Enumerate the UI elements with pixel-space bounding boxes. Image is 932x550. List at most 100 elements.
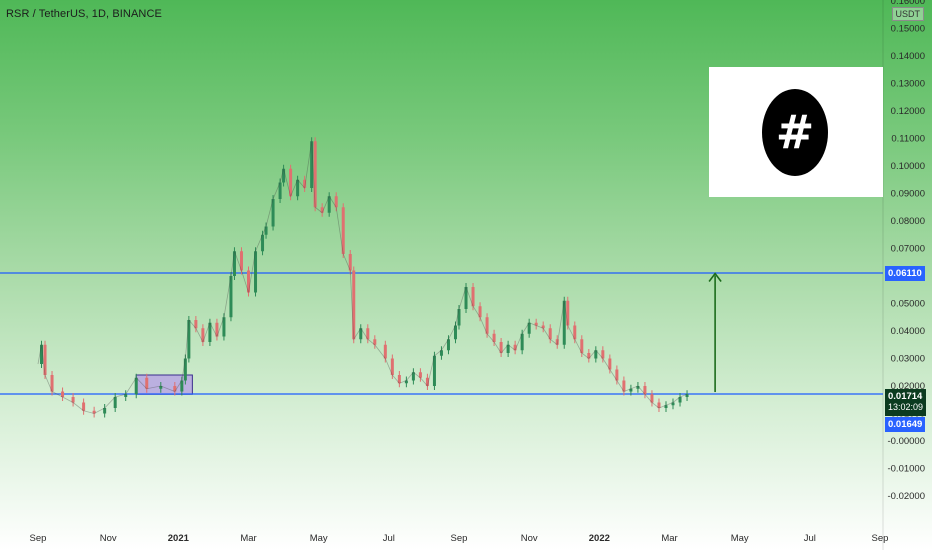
candle-body: [373, 339, 377, 345]
logo-card: #: [709, 67, 883, 197]
y-tick-label: 0.11000: [891, 134, 925, 145]
y-tick-label: 0.13000: [891, 79, 925, 90]
x-tick-label: Mar: [240, 533, 256, 544]
candle-body: [397, 375, 401, 384]
x-tick-label: 2021: [168, 533, 190, 544]
y-tick-label: -0.01000: [887, 464, 925, 475]
candle-body: [383, 344, 387, 359]
candle-body: [608, 358, 612, 370]
candle-body: [320, 207, 324, 213]
candle-body: [222, 317, 226, 337]
candle-body: [464, 287, 468, 309]
candle-body: [145, 377, 149, 389]
candle-body: [208, 322, 212, 342]
candle-body: [232, 251, 236, 276]
candle-body: [296, 179, 300, 197]
candle-body: [334, 196, 338, 208]
y-tick-label: 0.02000: [891, 381, 925, 392]
x-tick-label: Sep: [30, 533, 47, 544]
candle-body: [352, 270, 356, 340]
candle-body: [506, 344, 510, 353]
candle-body: [271, 199, 275, 227]
y-tick-label: 0.04000: [891, 326, 925, 337]
candle-body: [657, 402, 661, 408]
candle-body: [327, 196, 331, 213]
candle-body: [580, 339, 584, 353]
current-price-value: 0.01714: [888, 391, 923, 402]
candle-body: [534, 322, 538, 326]
candle-body: [134, 377, 138, 395]
x-tick-label: Jul: [804, 533, 816, 544]
candle-body: [113, 397, 117, 408]
candle-body: [513, 344, 517, 351]
candle-body: [82, 402, 86, 411]
candle-body: [180, 380, 184, 392]
candle-body: [103, 408, 107, 414]
candle-body: [71, 397, 75, 403]
candle-body: [239, 251, 243, 271]
y-tick-label: 0.12000: [891, 106, 925, 117]
candle-body: [678, 397, 682, 403]
candle-body: [471, 287, 475, 307]
y-tick-label: 0.14000: [891, 51, 925, 62]
candle-body: [432, 355, 436, 386]
candle-body: [282, 168, 286, 183]
candle-body: [520, 333, 524, 351]
candle-body: [310, 141, 314, 188]
candle-body: [411, 372, 415, 381]
candle-body: [622, 380, 626, 392]
candle-body: [264, 226, 268, 235]
candle-body: [650, 394, 654, 403]
candle-body: [541, 325, 545, 329]
candle-body: [555, 339, 559, 345]
support-price-tag: 0.01649: [885, 417, 926, 432]
currency-label[interactable]: USDT: [891, 7, 924, 21]
candle-body: [594, 350, 598, 359]
candle-body: [40, 344, 44, 364]
candle-body: [92, 410, 96, 414]
x-tick-label: May: [310, 533, 328, 544]
candle-body: [194, 320, 198, 329]
candle-body: [636, 386, 640, 389]
x-tick-label: Jul: [383, 533, 395, 544]
current-price-tag: 0.01714 13:02:09: [885, 389, 927, 416]
target-arrow-head: [708, 272, 722, 283]
bar-countdown: 13:02:09: [888, 402, 924, 412]
candle-body: [348, 254, 352, 271]
candle-body: [562, 300, 566, 345]
candle-body: [418, 372, 422, 378]
candle-body: [446, 339, 450, 351]
candle-body: [61, 391, 65, 397]
candle-body: [485, 317, 489, 334]
candle-body: [229, 276, 233, 318]
x-tick-label: May: [731, 533, 749, 544]
candle-body: [478, 306, 482, 318]
candle-body: [366, 328, 370, 340]
y-tick-label: 0.03000: [891, 354, 925, 365]
candle-body: [215, 322, 219, 337]
candle-body: [629, 388, 633, 392]
chart-title: RSR / TetherUS, 1D, BINANCE: [6, 8, 162, 20]
candle-body: [548, 328, 552, 340]
candle-body: [254, 251, 258, 293]
candle-body: [359, 328, 363, 340]
candle-body: [492, 333, 496, 342]
candle-body: [439, 350, 443, 356]
y-tick-label: -0.00000: [887, 436, 925, 447]
candle-body: [289, 168, 293, 197]
candle-body: [573, 325, 577, 340]
candle-body: [50, 375, 54, 392]
candle-body: [457, 309, 461, 326]
candle-body: [43, 344, 47, 375]
candle-body: [587, 353, 591, 359]
y-tick-label: 0.16000: [891, 0, 925, 7]
y-tick-label: 0.15000: [891, 24, 925, 35]
x-tick-label: Sep: [451, 533, 468, 544]
x-tick-label: Mar: [661, 533, 677, 544]
y-tick-label: -0.02000: [887, 491, 925, 502]
candle-body: [453, 325, 457, 340]
candle-body: [390, 358, 394, 375]
y-tick-label: 0.08000: [891, 216, 925, 227]
resistance-price-tag: 0.06110: [885, 266, 925, 281]
